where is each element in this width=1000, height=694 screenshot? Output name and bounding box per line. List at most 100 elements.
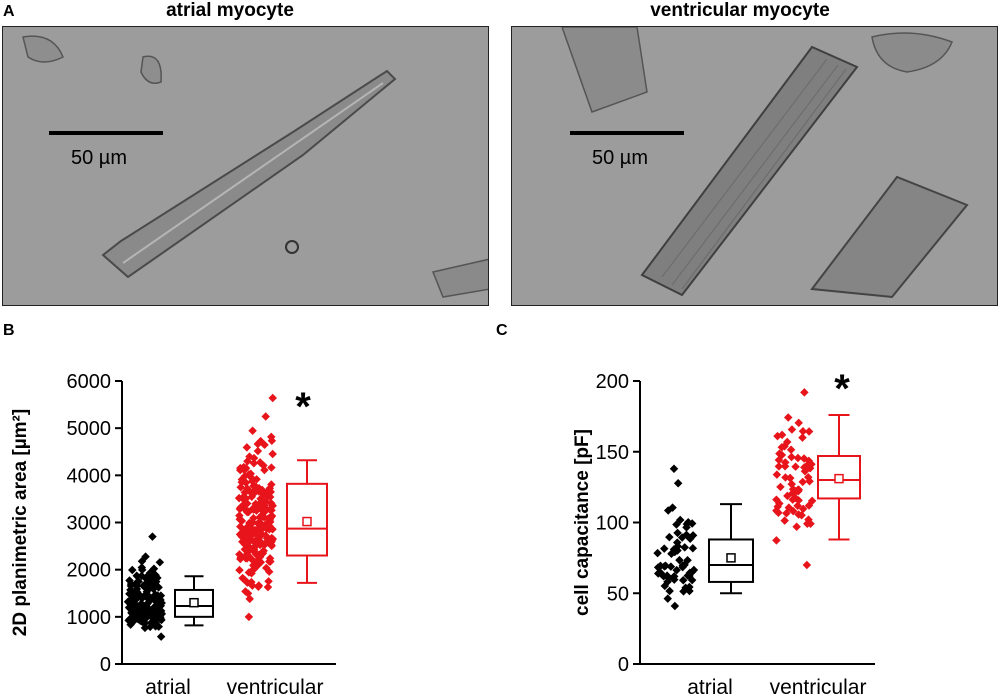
data-point [243, 532, 253, 542]
data-point [799, 454, 809, 463]
data-point [260, 465, 269, 475]
data-point [678, 576, 688, 585]
data-point [802, 560, 812, 570]
data-point [659, 544, 669, 553]
category-label: ventricular [770, 676, 867, 694]
data-point [797, 510, 806, 520]
category-label: atrial [145, 676, 191, 694]
data-point [807, 460, 816, 469]
y-tick-label: 100 [596, 513, 629, 535]
atrial-scale-bar [49, 131, 163, 135]
data-point [665, 532, 674, 542]
data-point [252, 534, 262, 544]
mean-marker [302, 516, 312, 527]
data-point [670, 601, 680, 611]
data-point [148, 532, 157, 541]
panel-c-letter: C [496, 322, 508, 339]
mean-marker [834, 473, 844, 484]
atrial-micrograph-title: atrial myocyte [166, 0, 294, 21]
data-point [806, 519, 815, 528]
data-point [787, 452, 796, 462]
data-point [253, 446, 263, 456]
data-point [154, 622, 163, 631]
data-point [266, 557, 275, 566]
data-point [807, 496, 817, 506]
data-point [124, 616, 133, 625]
data-point [794, 418, 803, 428]
panel-b-letter: B [3, 322, 15, 339]
area-chart: 0 1000 2000 3000 4000 5000 6000 2D planimetric … [10, 371, 336, 694]
data-point [268, 393, 277, 403]
data-point [787, 425, 797, 434]
data-point [800, 388, 809, 397]
data-point [783, 413, 793, 422]
data-point [241, 478, 251, 488]
data-point [669, 464, 679, 473]
ventricular-scale-label: 50 µm [592, 147, 648, 169]
data-point [136, 593, 146, 602]
data-point [248, 426, 257, 436]
mean-marker [726, 553, 736, 563]
data-point [155, 558, 165, 567]
data-point [259, 507, 268, 516]
iqr-box [708, 538, 754, 583]
iqr-box [817, 454, 861, 500]
y-tick-label: 4000 [67, 465, 112, 487]
data-point [129, 616, 138, 626]
data-point [241, 494, 251, 503]
category-label: atrial [687, 676, 733, 694]
data-point [267, 541, 276, 551]
category-label: ventricular [227, 676, 324, 694]
ventricular-micrograph-title: ventricular myocyte [650, 0, 830, 21]
data-point [257, 485, 267, 495]
data-point [247, 554, 256, 564]
data-point [267, 432, 276, 442]
data-point [244, 612, 254, 622]
data-point [668, 503, 677, 512]
data-point [248, 504, 258, 513]
y-axis-label: cell capacitance [pF] [572, 429, 593, 616]
data-point [804, 427, 814, 436]
y-tick-label: 0 [100, 654, 111, 676]
data-point [772, 536, 781, 545]
data-point [653, 569, 663, 578]
data-point [776, 482, 785, 492]
y-tick-label: 200 [596, 371, 629, 393]
data-point [798, 427, 808, 436]
data-point [653, 548, 662, 558]
data-point [663, 594, 672, 603]
capacitance-chart: 0 50 100 150 200 cell capacitance [pF] atrial v… [572, 367, 875, 694]
data-point [267, 463, 276, 472]
data-point [786, 445, 796, 454]
data-point [143, 598, 153, 608]
ventricular-scale-bar [570, 131, 684, 135]
y-axis-label: 2D planimetric area [µm²] [10, 409, 31, 636]
y-tick-label: 0 [618, 654, 629, 676]
data-point [777, 430, 787, 440]
data-point [150, 594, 159, 603]
data-point [772, 470, 782, 479]
data-point [254, 582, 263, 592]
data-point [264, 577, 273, 586]
data-point [782, 437, 792, 447]
data-point [793, 453, 803, 463]
data-point [774, 455, 784, 465]
data-point [780, 516, 789, 525]
data-point [242, 443, 252, 452]
data-point [241, 464, 250, 474]
data-point [261, 412, 270, 421]
atrial-cell-drawing [22, 35, 488, 298]
y-tick-label: 2000 [67, 560, 112, 582]
data-point [264, 567, 274, 576]
data-point [688, 544, 698, 553]
data-point [251, 482, 261, 491]
data-point [235, 565, 244, 575]
data-point [680, 543, 689, 552]
data-point [265, 505, 275, 514]
data-point [268, 449, 277, 459]
data-point [256, 558, 266, 567]
y-tick-label: 150 [596, 442, 629, 464]
y-tick-label: 50 [607, 583, 629, 605]
data-point [791, 462, 800, 471]
data-point [781, 458, 790, 467]
